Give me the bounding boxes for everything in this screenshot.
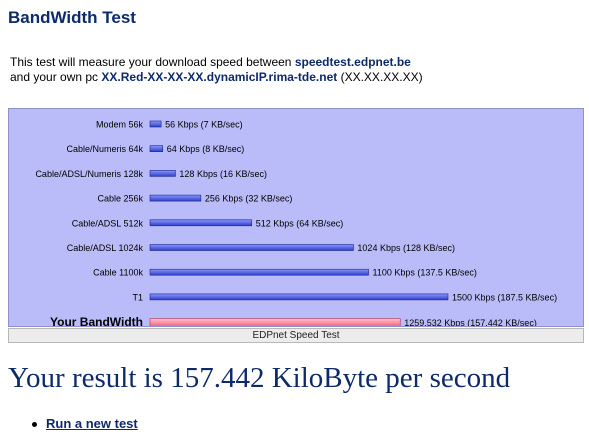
category-label: Cable/ADSL 1024k <box>67 243 144 253</box>
intro-line-2-text: and your own pc <box>10 70 102 84</box>
reference-bar <box>149 194 202 202</box>
value-label: 1100 Kbps (137.5 KB/sec) <box>373 268 477 278</box>
category-label: Your BandWidth <box>50 315 143 326</box>
category-label: Cable/ADSL 512k <box>72 218 144 228</box>
intro-line-1: This test will measure your download spe… <box>10 55 423 70</box>
intro-line-1-text: This test will measure your download spe… <box>10 55 295 69</box>
value-label: 128 Kbps (16 KB/sec) <box>179 169 267 179</box>
category-label: Cable/ADSL/Numeris 128k <box>35 169 143 179</box>
category-label: T1 <box>132 292 143 302</box>
run-new-test-link[interactable]: Run a new test <box>46 416 138 431</box>
bandwidth-chart: Modem 56k 56 Kbps (7 KB/sec) Cable/Numeris… <box>8 108 584 327</box>
chart-caption: EDPnet Speed Test <box>8 328 584 343</box>
value-label: 1024 Kbps (128 KB/sec) <box>357 243 455 253</box>
value-label: 1500 Kbps (187.5 KB/sec) <box>452 292 557 302</box>
reference-bar <box>149 244 354 251</box>
page-title: BandWidth Test <box>8 8 136 27</box>
result-text: Your result is 157.442 KiloByte per seco… <box>8 362 511 394</box>
value-label: 256 Kbps (32 KB/sec) <box>205 194 293 204</box>
category-label: Cable/Numeris 64k <box>66 144 143 154</box>
reference-bar <box>149 120 162 128</box>
intro-text: This test will measure your download spe… <box>10 55 423 85</box>
intro-line-2: and your own pc XX.Red-XX-XX-XX.dynamicI… <box>10 70 423 85</box>
value-label: 512 Kbps (64 KB/sec) <box>256 218 344 228</box>
category-label: Cable 256k <box>97 194 143 204</box>
server-host: speedtest.edpnet.be <box>294 55 411 69</box>
user-bandwidth-bar <box>149 318 401 326</box>
value-label: 64 Kbps (8 KB/sec) <box>167 144 245 154</box>
reference-bar <box>149 145 164 153</box>
client-host: XX.Red-XX-XX-XX.dynamicIP.rima-tde.net <box>101 70 338 84</box>
bullet-icon <box>32 422 37 427</box>
category-label: Modem 56k <box>96 120 144 130</box>
list-item: Run a new test <box>30 416 138 431</box>
reference-bar <box>149 219 253 227</box>
value-label: 56 Kbps (7 KB/sec) <box>165 120 243 130</box>
reference-bar <box>149 268 369 276</box>
bandwidth-chart-svg: Modem 56k 56 Kbps (7 KB/sec) Cable/Numeris… <box>35 120 557 326</box>
reference-bar <box>149 293 449 301</box>
client-ip: (XX.XX.XX.XX) <box>340 70 423 84</box>
action-links: Run a new test <box>30 416 138 431</box>
category-label: Cable 1100k <box>93 268 143 278</box>
value-label: 1259.532 Kbps (157.442 KB/sec) <box>404 318 537 326</box>
reference-bar <box>149 170 176 177</box>
